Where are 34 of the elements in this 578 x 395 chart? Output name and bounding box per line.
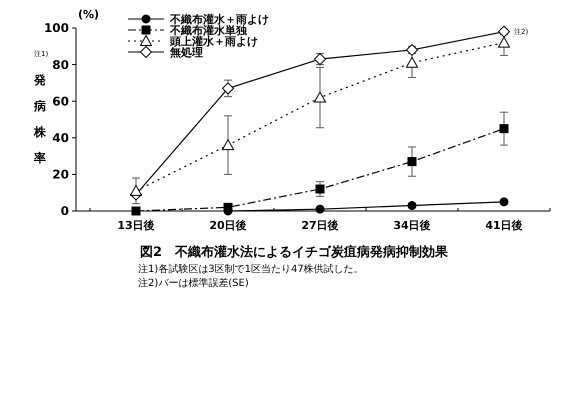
x-tick-label: 34日後 [393, 219, 431, 232]
point [498, 26, 510, 38]
legend-label: 不織布灌水＋雨よけ [169, 12, 269, 26]
legend-label: 頭上灌水＋雨よけ [169, 34, 258, 48]
x-tick-label: 20日後 [209, 219, 247, 232]
y-tick-label: 40 [52, 131, 69, 145]
text: 注2)バーは標準誤差(SE) [138, 277, 249, 289]
y-tick-label: 20 [52, 168, 69, 182]
y-tick-label: 60 [52, 94, 69, 108]
legend-label: 不織布灌水単独 [169, 24, 248, 37]
point [316, 204, 324, 214]
point [222, 82, 234, 94]
legend-label: 無処理 [169, 46, 203, 59]
point [406, 56, 418, 68]
point [500, 124, 508, 134]
y-tick-label: 80 [52, 58, 69, 72]
y-tick-label: 0 [60, 204, 69, 218]
x-tick-label: 41日後 [485, 219, 523, 232]
point [408, 201, 416, 210]
point [222, 139, 234, 150]
point [130, 184, 142, 196]
text: 図2 不織布灌水法によるイチゴ炭疽病発病抑制効果 [140, 244, 450, 260]
point [500, 197, 508, 206]
text: 注1)各試験区は3区制で1区当たり47株供試した。 [138, 263, 364, 275]
point [316, 184, 324, 194]
x-tick-label: 13日後 [117, 219, 155, 232]
point [408, 157, 416, 166]
point [498, 36, 510, 48]
point [132, 206, 140, 216]
x-tick-label: 27日後 [301, 219, 339, 232]
point [314, 92, 326, 103]
text: (%) [78, 8, 100, 21]
y-axis-title: 発病株率 [33, 73, 47, 165]
y-tick-label: 100 [44, 21, 69, 36]
